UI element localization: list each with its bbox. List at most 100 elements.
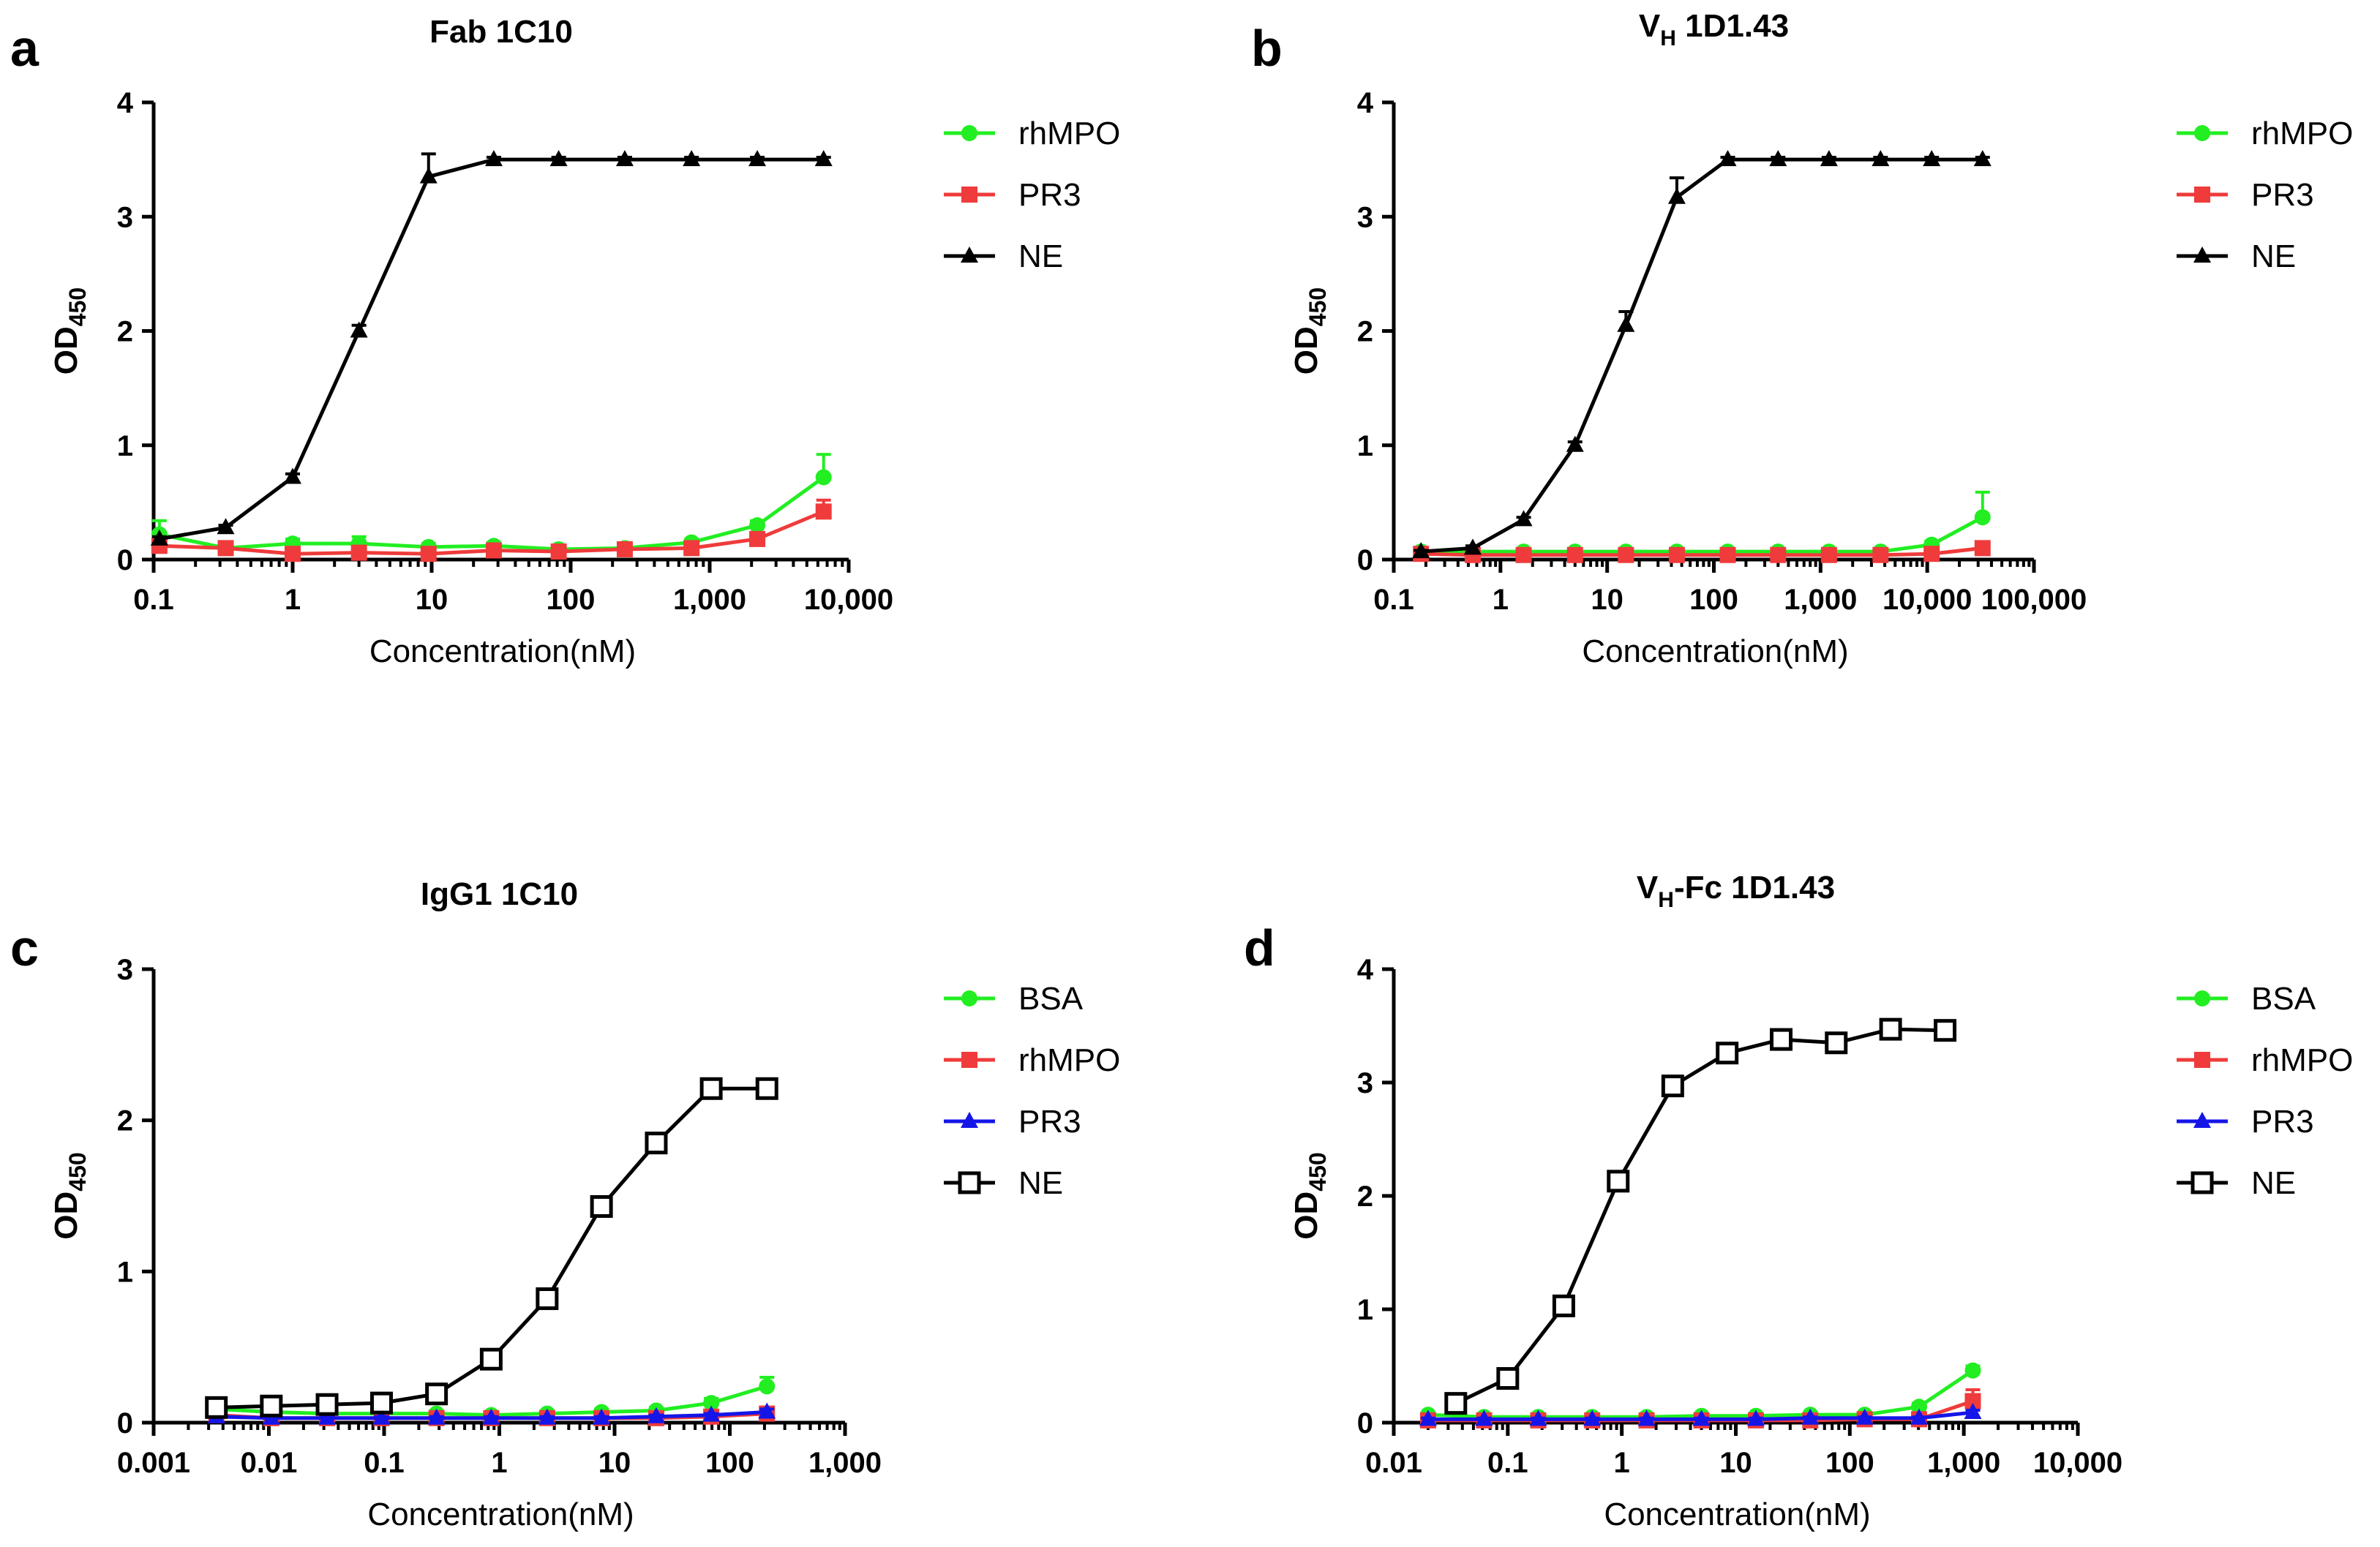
data-point [1719, 150, 1737, 167]
x-tick-label: 10 [1719, 1447, 1752, 1479]
y-tick-label: 3 [1357, 1067, 1373, 1099]
data-point [1746, 1409, 1765, 1426]
y-tick-label: 4 [1357, 954, 1374, 986]
data-point [683, 540, 700, 557]
data-point [1667, 187, 1686, 204]
data-point [1770, 546, 1787, 563]
data-point [1872, 546, 1889, 563]
y-tick-label: 2 [117, 1105, 133, 1137]
data-point [749, 530, 766, 547]
data-point [1820, 546, 1837, 563]
x-tick-label: 1,000 [673, 584, 746, 616]
data-point [550, 543, 567, 560]
y-tick-label: 3 [1357, 201, 1373, 233]
y-axis-label-subscript: 450 [1305, 1152, 1331, 1191]
legend-label: rhMPO [1018, 116, 1120, 151]
x-axis-label: Concentration(nM) [1582, 633, 1848, 669]
legend-item-ne: NE [944, 1165, 1063, 1201]
data-point [755, 1077, 778, 1100]
data-point [285, 546, 301, 562]
legend-label: NE [2251, 238, 2296, 274]
data-point [484, 150, 503, 167]
title-suffix: 1D1.43 [1676, 8, 1789, 44]
data-point [1661, 1074, 1684, 1098]
legend-item-bsa: BSA [944, 981, 1084, 1017]
legend-item-pr3: PR3 [944, 1104, 1081, 1140]
data-point [749, 517, 766, 534]
y-tick-label: 2 [1357, 1181, 1373, 1213]
y-axis-label-main: OD [48, 1192, 84, 1240]
y-tick-label: 2 [117, 316, 133, 348]
x-tick-label: 0.01 [1365, 1447, 1422, 1479]
data-point [1515, 546, 1532, 563]
series-line [1421, 515, 1983, 554]
panel-d: d VH-Fc 1D1.43 0 1 2 3 4 0.01 0.1 1 10 100 1,000 10,0… [1244, 870, 2353, 1532]
y-axis-label-subscript: 450 [1305, 287, 1331, 326]
panel-c: c IgG1 1C10 0 1 2 3 0.001 0.01 0.1 1 10 100 1,000 Con… [10, 876, 1120, 1532]
data-point [1964, 1393, 1981, 1409]
x-tick-label: 0.01 [241, 1447, 298, 1479]
data-point [1566, 546, 1583, 563]
legend-item-pr3: PR3 [944, 177, 1081, 213]
data-point [420, 546, 437, 562]
x-tick-label: 10,000 [804, 584, 893, 616]
data-point [683, 150, 701, 167]
legend-marker [2194, 1052, 2210, 1068]
legend-label: NE [1018, 238, 1063, 274]
data-point [284, 467, 301, 484]
x-tick-label: 1 [491, 1447, 507, 1479]
legend-marker [961, 125, 977, 141]
x-tick-label: 100 [705, 1447, 754, 1479]
x-tick-label: 10,000 [2033, 1447, 2122, 1479]
data-point [369, 1391, 393, 1415]
title-main: Fab 1C10 [429, 14, 573, 50]
legend-label: NE [2251, 1165, 2296, 1201]
y-tick-label: 1 [1357, 1294, 1373, 1326]
data-point [593, 1408, 611, 1425]
legend-marker [2193, 246, 2211, 263]
x-tick-label: 100,000 [1981, 584, 2087, 616]
legend-item-bsa: BSA [2177, 981, 2316, 1017]
data-point [703, 1395, 720, 1412]
data-point [260, 1394, 283, 1418]
legend-marker [961, 1112, 978, 1128]
legend-label: PR3 [1018, 1104, 1081, 1140]
panel-letter: c [10, 919, 39, 976]
legend-marker [2194, 125, 2210, 141]
data-point [1514, 510, 1533, 527]
legend-item-ne: NE [944, 238, 1063, 274]
y-tick-label: 0 [117, 1407, 133, 1439]
x-tick-label: 0.1 [364, 1447, 405, 1479]
x-tick-label: 1 [1614, 1447, 1630, 1479]
y-axis-label: OD450 [48, 287, 91, 374]
legend-item-rhmpo: rhMPO [2177, 116, 2353, 151]
data-point [815, 469, 832, 486]
legend-item-rhmpo: rhMPO [2177, 1042, 2353, 1078]
series-line [1421, 546, 1983, 557]
data-point [350, 544, 367, 561]
data-point [425, 1382, 448, 1406]
data-point [1974, 540, 1991, 557]
data-point [1583, 1409, 1602, 1426]
data-point [1463, 538, 1482, 555]
data-point [1419, 1409, 1437, 1426]
data-point [1769, 150, 1787, 167]
x-tick-label: 1,000 [808, 1447, 882, 1479]
y-axis-label-subscript: 450 [64, 287, 91, 326]
data-point [1475, 1409, 1493, 1426]
chart-title: VH 1D1.43 [1639, 8, 1789, 50]
data-point [538, 1408, 556, 1425]
data-point [1637, 1409, 1656, 1426]
series-pr3 [1419, 1403, 1982, 1426]
data-point [1716, 1042, 1739, 1065]
data-point [590, 1194, 613, 1218]
y-tick-label: 2 [1357, 316, 1373, 348]
legend-label: PR3 [1018, 177, 1081, 213]
y-axis-label-main: OD [1288, 326, 1324, 374]
y-axis-label: OD450 [1288, 287, 1331, 374]
x-axis-label: Concentration(nM) [369, 633, 636, 669]
data-point [1973, 150, 1992, 167]
title-main: IgG1 1C10 [421, 876, 578, 912]
data-point [1719, 546, 1736, 563]
x-tick-label: 100 [1689, 584, 1738, 616]
